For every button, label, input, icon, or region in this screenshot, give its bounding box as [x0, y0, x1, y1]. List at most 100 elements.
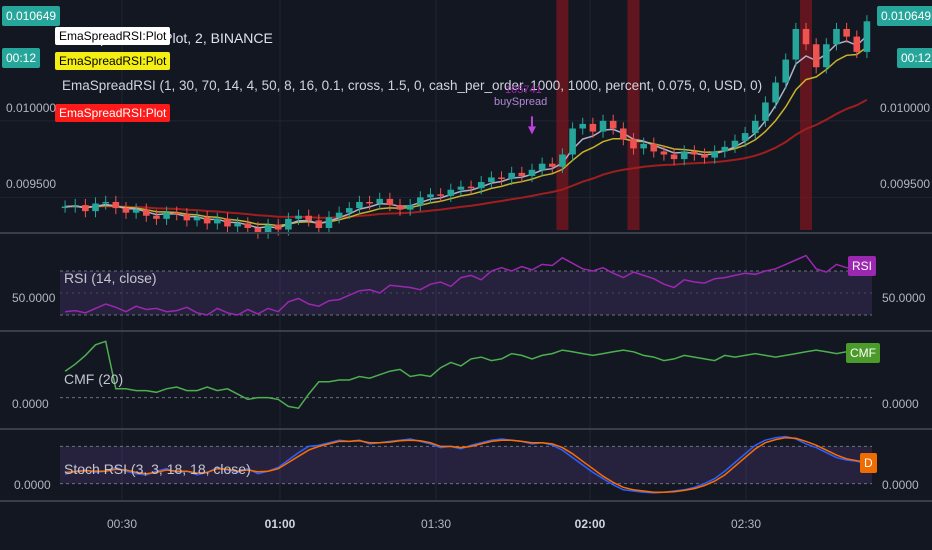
candle [772, 82, 779, 103]
rsi-value-tag: RSI [848, 256, 877, 276]
candle [376, 198, 384, 204]
time-tick: 01:30 [420, 517, 452, 531]
candle [518, 172, 526, 176]
order-id-label[interactable]: 105741 [505, 84, 542, 96]
pane-separator[interactable] [0, 428, 932, 430]
candle [559, 154, 566, 167]
legend-yellow-plot[interactable]: EmaSpreadRSI:Plot [55, 52, 171, 70]
study-params[interactable]: EmaSpreadRSI (1, 30, 70, 14, 4, 50, 8, 1… [62, 78, 763, 93]
candle [477, 182, 485, 189]
candle [457, 186, 465, 190]
candle [782, 59, 790, 83]
stoch-pane-title[interactable]: Stoch RSI (3, 3, 18, 18, close) [64, 461, 251, 477]
pane-separator[interactable] [0, 232, 932, 234]
candle [823, 44, 830, 68]
stoch-d-line [65, 436, 868, 494]
candle [254, 228, 262, 233]
candle [92, 203, 99, 212]
candle [325, 217, 333, 228]
time-tick: 02:30 [730, 517, 762, 531]
pane-separator[interactable] [0, 500, 932, 502]
candle [691, 151, 698, 155]
legend-red-plot[interactable]: EmaSpreadRSI:Plot [55, 104, 171, 122]
candle [335, 212, 343, 218]
candle [224, 218, 231, 227]
candle [741, 133, 749, 141]
candle [620, 128, 627, 140]
candle [751, 120, 759, 134]
candle [812, 44, 820, 68]
candle [670, 154, 678, 160]
candle [762, 102, 769, 121]
candle [203, 217, 211, 224]
candle [599, 120, 607, 132]
candle [467, 186, 475, 189]
candle [508, 172, 515, 180]
candle [396, 205, 404, 210]
buy-arrow-icon [527, 126, 536, 135]
candle [264, 224, 272, 233]
stoch-axis-tick-left: 0.0000 [14, 478, 51, 492]
candle [447, 189, 455, 196]
rsi-band [60, 271, 872, 315]
candle [792, 28, 800, 60]
candle [285, 218, 292, 230]
left-last-price: 0.010649 [2, 6, 61, 26]
candle [345, 208, 353, 213]
pane-separator[interactable] [0, 330, 932, 332]
candle [183, 214, 191, 221]
ema-slow-line [65, 98, 868, 219]
buy-spread-label[interactable]: buySpread [494, 96, 548, 108]
cmf-axis-tick-left: 0.0000 [12, 397, 49, 411]
candle [538, 163, 546, 170]
candle [701, 154, 708, 158]
time-tick: 02:00 [574, 517, 606, 531]
candle [163, 212, 170, 219]
legend-white-plot[interactable]: EmaSpreadRSI:Plot [55, 27, 171, 45]
rsi-pane-title[interactable]: RSI (14, close) [64, 270, 157, 286]
cmf-pane-title[interactable]: CMF (20) [64, 371, 124, 387]
candle [863, 21, 871, 52]
candle [427, 194, 434, 198]
rsi-line [65, 254, 868, 316]
candle [833, 28, 840, 45]
candle [132, 209, 140, 213]
candle [122, 208, 130, 213]
candle [71, 205, 79, 207]
signal-highlight [627, 0, 640, 230]
candle [802, 28, 810, 45]
candle [660, 151, 668, 155]
candle [61, 206, 69, 209]
last-price-label: 0.010649 [877, 6, 932, 26]
left-price-tick: 0.009500 [6, 177, 57, 191]
candle [853, 36, 861, 52]
candle [548, 163, 556, 167]
cmf-line [64, 340, 868, 410]
stoch-axis-tick: 0.0000 [882, 478, 919, 492]
candle [498, 177, 505, 180]
candle [173, 212, 181, 215]
candle [386, 198, 394, 206]
candle [234, 223, 241, 227]
time-tick: 00:30 [106, 517, 138, 531]
candle [193, 217, 201, 221]
candle [142, 209, 150, 216]
cmf-value-tag: CMF [846, 343, 880, 363]
candle [680, 151, 688, 160]
candle [528, 169, 536, 176]
candle [630, 139, 637, 149]
candle [711, 151, 718, 158]
candle [488, 177, 495, 183]
candle [305, 215, 312, 221]
cmf-axis-tick: 0.0000 [882, 397, 919, 411]
candle [356, 201, 363, 209]
candle [437, 194, 444, 196]
candle [244, 223, 252, 228]
candle [721, 146, 729, 152]
rsi-axis-tick-left: 50.0000 [12, 291, 56, 305]
price-tick: 0.010000 [880, 101, 931, 115]
candle [366, 201, 373, 204]
left-countdown: 00:12 [2, 48, 41, 68]
candle [274, 224, 282, 230]
candle [406, 205, 414, 210]
